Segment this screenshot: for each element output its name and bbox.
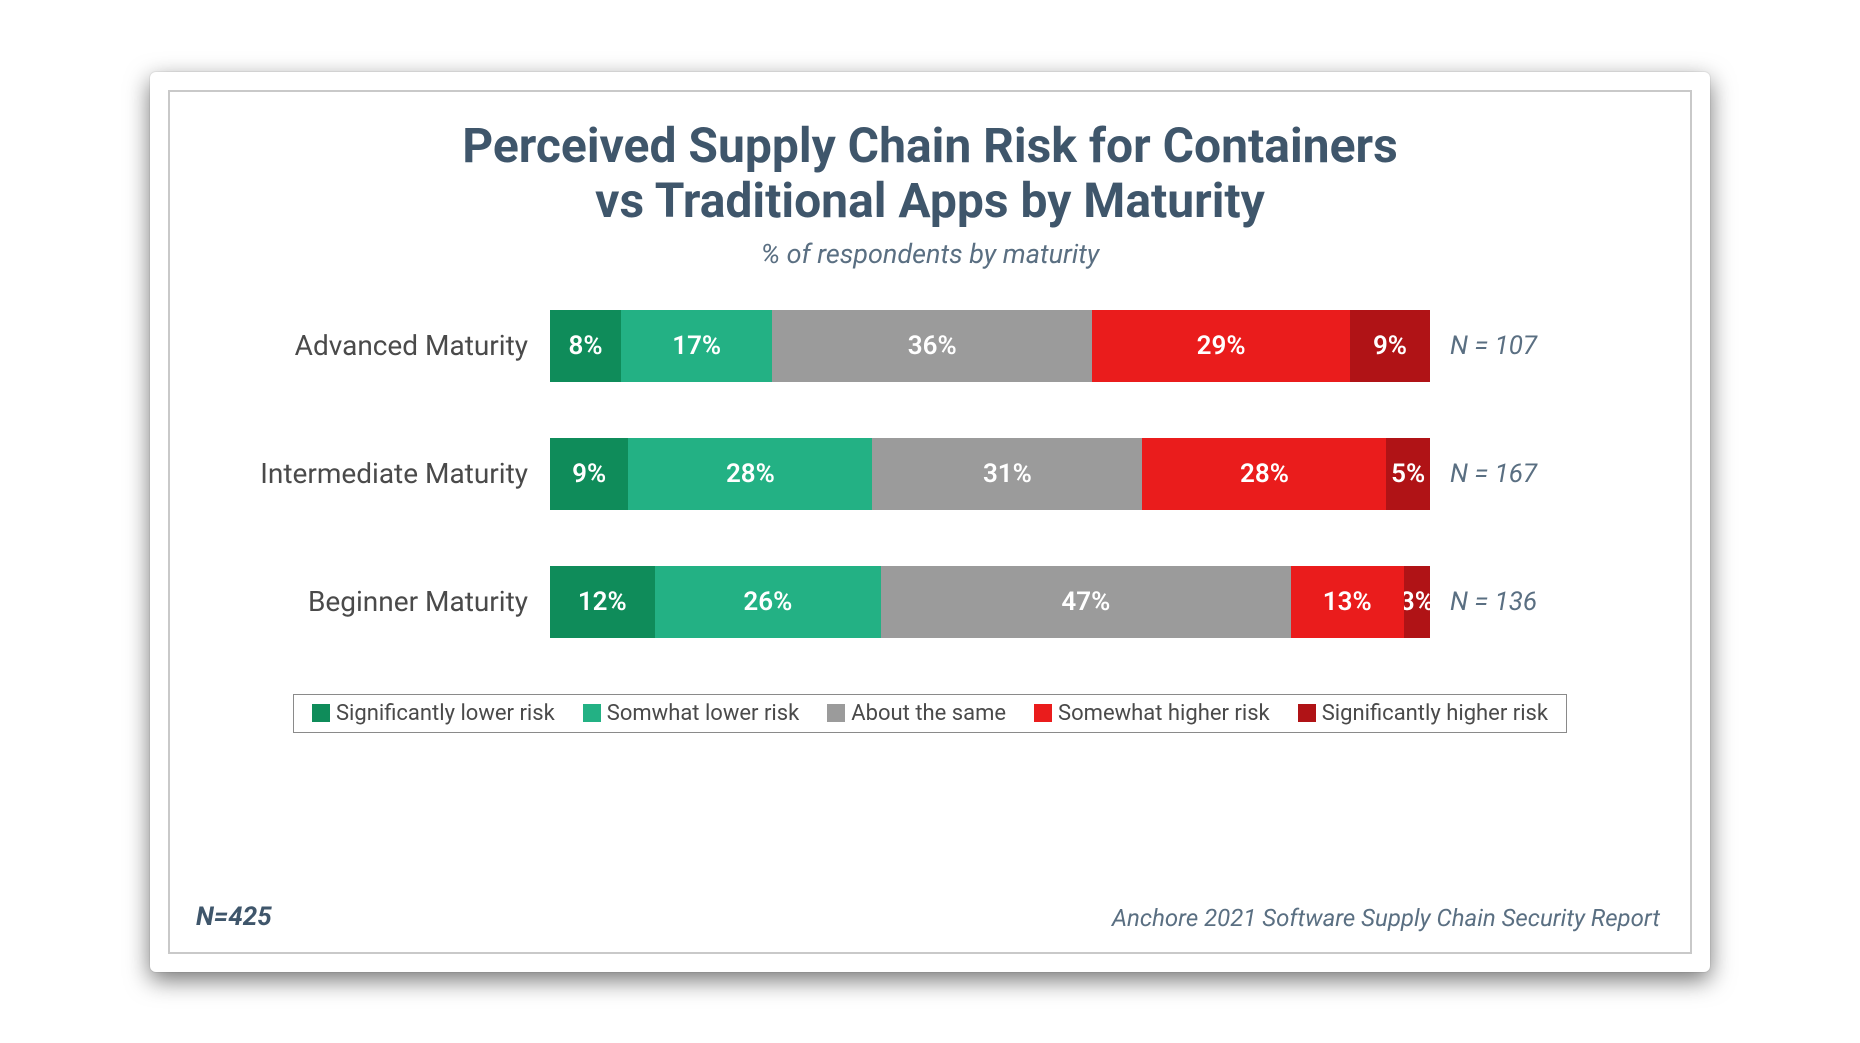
bar-row: Advanced Maturity8%17%36%29%9%N = 107 (220, 310, 1640, 382)
legend-item: About the same (827, 701, 1006, 726)
chart-title-line1: Perceived Supply Chain Risk for Containe… (462, 117, 1398, 174)
bar-row: Intermediate Maturity9%28%31%28%5%N = 16… (220, 438, 1640, 510)
legend: Significantly lower risk Somwhat lower ri… (293, 694, 1567, 733)
legend-swatch (827, 704, 845, 722)
legend-swatch (1298, 704, 1316, 722)
bar-segment: 13% (1291, 566, 1404, 638)
legend-swatch (312, 704, 330, 722)
bar-segment: 5% (1386, 438, 1430, 510)
bar-segment: 3% (1404, 566, 1430, 638)
bar-segment: 28% (1142, 438, 1386, 510)
legend-label: Somewhat higher risk (1058, 701, 1270, 726)
bar-segment: 8% (550, 310, 621, 382)
bar-segment: 47% (881, 566, 1291, 638)
bar-segment: 17% (621, 310, 772, 382)
row-label: Advanced Maturity (220, 329, 550, 362)
legend-item: Somwhat lower risk (583, 701, 800, 726)
bar-segment: 36% (772, 310, 1092, 382)
bar-row: Beginner Maturity12%26%47%13%3%N = 136 (220, 566, 1640, 638)
stacked-bar: 8%17%36%29%9% (550, 310, 1430, 382)
bar-segment: 9% (1350, 310, 1430, 382)
legend-label: About the same (851, 701, 1006, 726)
legend-swatch (583, 704, 601, 722)
bar-segment: 12% (550, 566, 655, 638)
chart-title: Perceived Supply Chain Risk for Containe… (210, 118, 1650, 228)
row-label: Intermediate Maturity (220, 457, 550, 490)
chart-title-line2: vs Traditional Apps by Maturity (595, 172, 1265, 229)
chart-card: Perceived Supply Chain Risk for Containe… (150, 72, 1710, 972)
legend-label: Significantly lower risk (336, 701, 555, 726)
bar-segment: 31% (872, 438, 1142, 510)
legend-item: Significantly higher risk (1298, 701, 1548, 726)
row-n-label: N = 136 (1430, 587, 1537, 617)
bar-segment: 26% (655, 566, 882, 638)
bar-segment: 9% (550, 438, 628, 510)
footer-total-n: N=425 (196, 902, 272, 932)
legend-swatch (1034, 704, 1052, 722)
stacked-bar: 12%26%47%13%3% (550, 566, 1430, 638)
footer-source: Anchore 2021 Software Supply Chain Secur… (1112, 904, 1660, 932)
row-label: Beginner Maturity (220, 585, 550, 618)
row-n-label: N = 167 (1430, 459, 1537, 489)
bar-segment: 28% (628, 438, 872, 510)
legend-label: Somwhat lower risk (607, 701, 800, 726)
legend-label: Significantly higher risk (1322, 701, 1548, 726)
legend-item: Somewhat higher risk (1034, 701, 1270, 726)
row-n-label: N = 107 (1430, 331, 1537, 361)
bar-segment: 29% (1092, 310, 1350, 382)
chart-subtitle: % of respondents by maturity (210, 238, 1650, 270)
chart-frame: Perceived Supply Chain Risk for Containe… (168, 90, 1692, 954)
legend-item: Significantly lower risk (312, 701, 555, 726)
stacked-bar: 9%28%31%28%5% (550, 438, 1430, 510)
bar-rows: Advanced Maturity8%17%36%29%9%N = 107Int… (210, 310, 1650, 638)
